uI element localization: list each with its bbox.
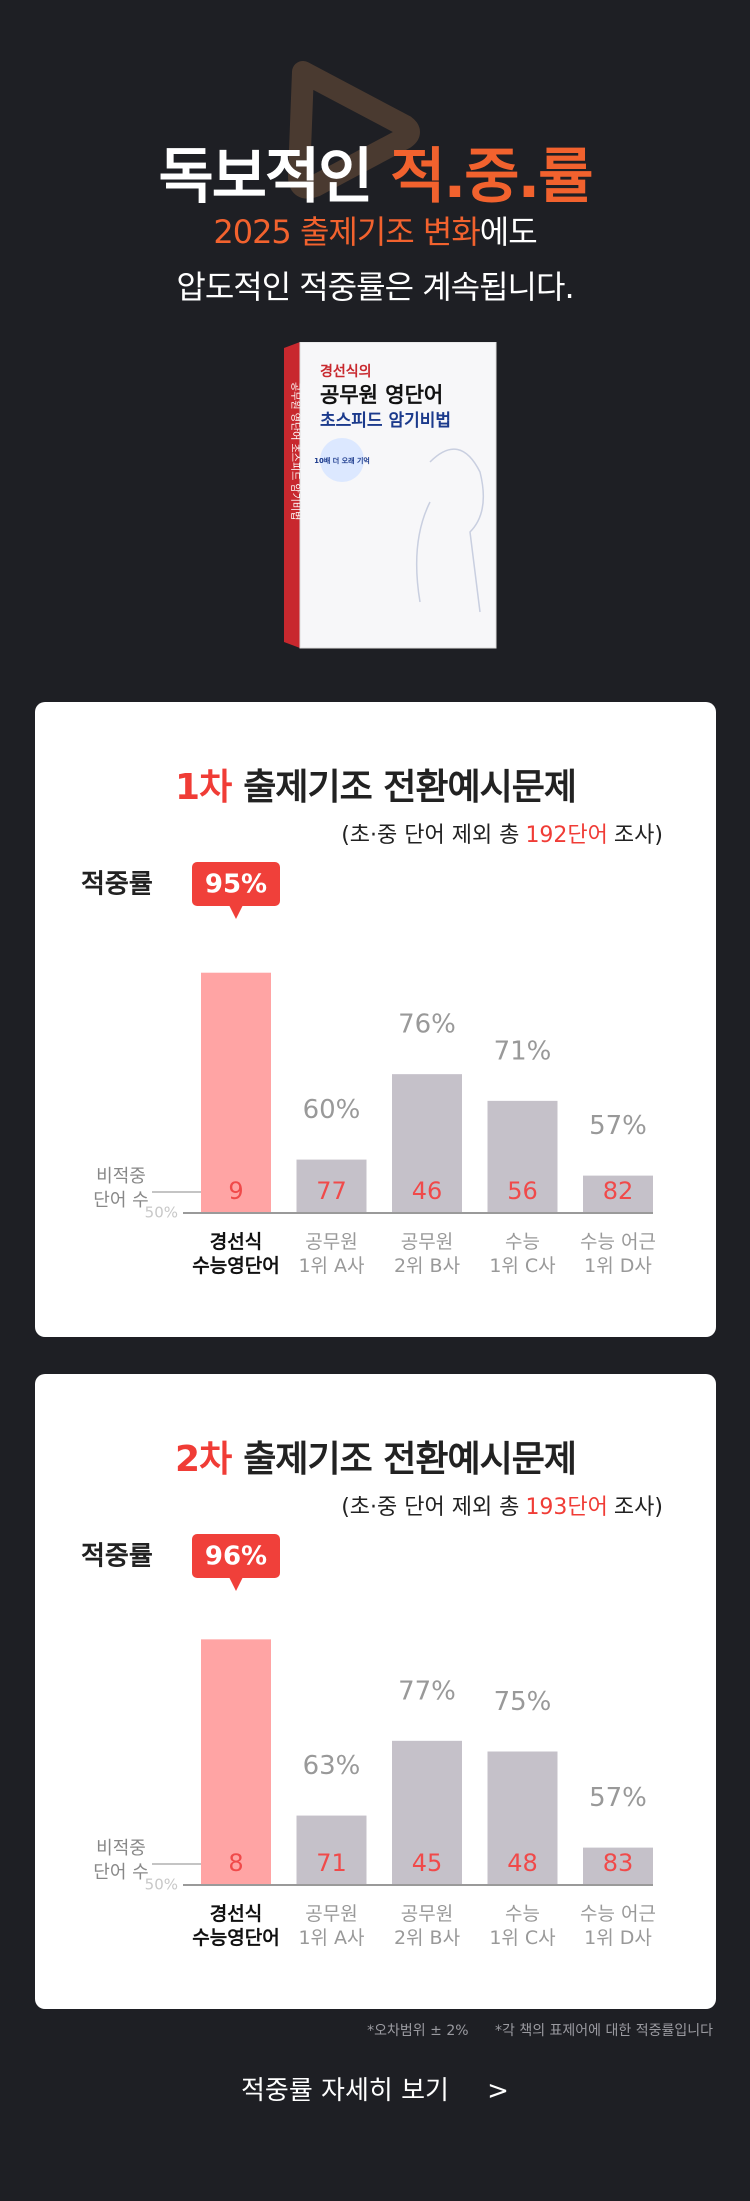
cta-label[interactable]: 적중률 자세히 보기	[241, 2076, 449, 2106]
miss-label: 비적중 단어 수	[93, 1838, 149, 1883]
bar	[201, 972, 271, 1213]
miss-count: 9	[228, 1177, 243, 1205]
miss-count: 45	[412, 1849, 443, 1877]
y-tick-label: 50%	[145, 1204, 178, 1222]
chart-title-highlight: 2차	[175, 1439, 232, 1480]
book: 공무원 영단어 초스피드 암기비법 경선식의 공무원 영단어 초스피드 암기비법…	[284, 342, 497, 649]
chart: 적중률 50% 8 96% 71 63% 45 77% 48 75% 83 57%	[81, 1534, 653, 1894]
subtitle-part: (초·중 단어 제외 총	[341, 1495, 520, 1520]
chart-card: 2차 출제기조 전환예시문제 (초·중 단어 제외 총 193단어 조사) 적중률 50% 8…	[35, 1374, 716, 2009]
book-badge: 10배 더 오래 기억	[314, 456, 370, 465]
chart-title-text: 출제기조 전환예시문제	[243, 767, 577, 808]
subheadline-plain: 에도	[479, 213, 538, 251]
x-tick-label: 공무원 2위 B사	[393, 1231, 461, 1277]
miss-label: 비적중 단어 수	[93, 1166, 149, 1211]
value-label: 57%	[589, 1111, 647, 1141]
book-title: 공무원 영단어	[320, 383, 443, 407]
headline-plain: 독보적인	[158, 142, 374, 212]
x-tick-label: 경선식 수능영단어	[192, 1903, 280, 1949]
subheadline-2: 압도적인 적중률은 계속됩니다.	[176, 268, 574, 306]
subtitle-part: 조사)	[613, 823, 663, 848]
headline: 독보적인 적.중.률	[0, 128, 750, 215]
bar	[296, 1159, 367, 1213]
footnote: *오차범위 ± 2%	[367, 2023, 469, 2039]
bar	[583, 1847, 653, 1885]
chart-subtitle: (초·중 단어 제외 총 193단어 조사)	[341, 1489, 663, 1521]
value-label: 96%	[205, 1542, 267, 1572]
subtitle-part: 193단어	[525, 1495, 608, 1520]
headline-highlight: 적.중.률	[390, 142, 593, 212]
x-tick-label: 공무원 1위 A사	[298, 1903, 365, 1949]
cta-button[interactable]: 적중률 자세히 보기 >	[0, 2070, 750, 2107]
chart-title-text: 출제기조 전환예시문제	[243, 1439, 577, 1480]
value-label: 75%	[494, 1687, 552, 1717]
miss-count: 71	[316, 1849, 347, 1877]
x-tick-label: 경선식 수능영단어	[192, 1231, 280, 1277]
bar	[583, 1175, 653, 1213]
bar	[392, 1740, 462, 1885]
bar	[487, 1100, 558, 1213]
book-author: 경선식의	[320, 363, 372, 380]
chart-card: 1차 출제기조 전환예시문제 (초·중 단어 제외 총 192단어 조사) 적중률 50% 9…	[35, 702, 716, 1337]
value-bubble-pointer	[229, 905, 243, 919]
book-subtitle: 초스피드 암기비법	[320, 411, 451, 431]
value-label: 77%	[398, 1676, 456, 1706]
y-axis-label: 적중률	[81, 1542, 153, 1572]
value-label: 60%	[303, 1095, 361, 1125]
x-tick-label: 수능 1위 C사	[489, 1231, 556, 1277]
value-label: 57%	[589, 1783, 647, 1813]
bar	[487, 1751, 558, 1885]
x-tick-label: 수능 어근 1위 D사	[580, 1903, 656, 1949]
miss-count: 46	[412, 1177, 443, 1205]
chart-title-highlight: 1차	[175, 767, 232, 808]
chart: 적중률 50% 9 95% 77 60% 46 76% 56 71% 82 57%	[81, 862, 653, 1222]
footnotes: *오차범위 ± 2% *각 책의 표제어에 대한 적중률입니다	[367, 2020, 713, 2040]
value-label: 71%	[494, 1036, 552, 1066]
subtitle-part: (초·중 단어 제외 총	[341, 823, 520, 848]
bar	[392, 1074, 462, 1213]
chart-title: 1차 출제기조 전환예시문제	[35, 758, 716, 810]
value-bubble	[192, 862, 280, 906]
x-tick-label: 공무원 1위 A사	[298, 1231, 365, 1277]
value-label: 95%	[205, 870, 267, 900]
subtitle-part: 192단어	[525, 823, 608, 848]
value-label: 63%	[303, 1751, 361, 1781]
miss-count: 48	[507, 1849, 538, 1877]
play-icon	[288, 61, 420, 199]
subheadline-highlight: 2025 출제기조 변화	[213, 213, 480, 251]
y-tick-label: 50%	[145, 1876, 178, 1894]
x-tick-label: 공무원 2위 B사	[393, 1903, 461, 1949]
value-bubble	[192, 1534, 280, 1578]
x-tick-label: 수능 1위 C사	[489, 1903, 556, 1949]
miss-count: 56	[507, 1177, 538, 1205]
miss-count: 77	[316, 1177, 347, 1205]
bar	[296, 1815, 367, 1885]
value-bubble-pointer	[229, 1577, 243, 1591]
book-spine: 공무원 영단어 초스피드 암기비법	[289, 382, 301, 520]
x-tick-label: 수능 어근 1위 D사	[580, 1231, 656, 1277]
chart-subtitle: (초·중 단어 제외 총 192단어 조사)	[341, 817, 663, 849]
miss-count: 8	[228, 1849, 243, 1877]
footnote: *각 책의 표제어에 대한 적중률입니다	[495, 2023, 713, 2039]
subheadline: 2025 출제기조 변화에도	[0, 207, 750, 253]
value-label: 76%	[398, 1010, 456, 1040]
miss-count: 82	[603, 1177, 634, 1205]
cta-arrow[interactable]: >	[487, 2076, 509, 2106]
subtitle-part: 조사)	[613, 1495, 663, 1520]
bar	[201, 1639, 271, 1885]
y-axis-label: 적중률	[81, 870, 153, 900]
chart-title: 2차 출제기조 전환예시문제	[35, 1430, 716, 1482]
miss-count: 83	[603, 1849, 634, 1877]
